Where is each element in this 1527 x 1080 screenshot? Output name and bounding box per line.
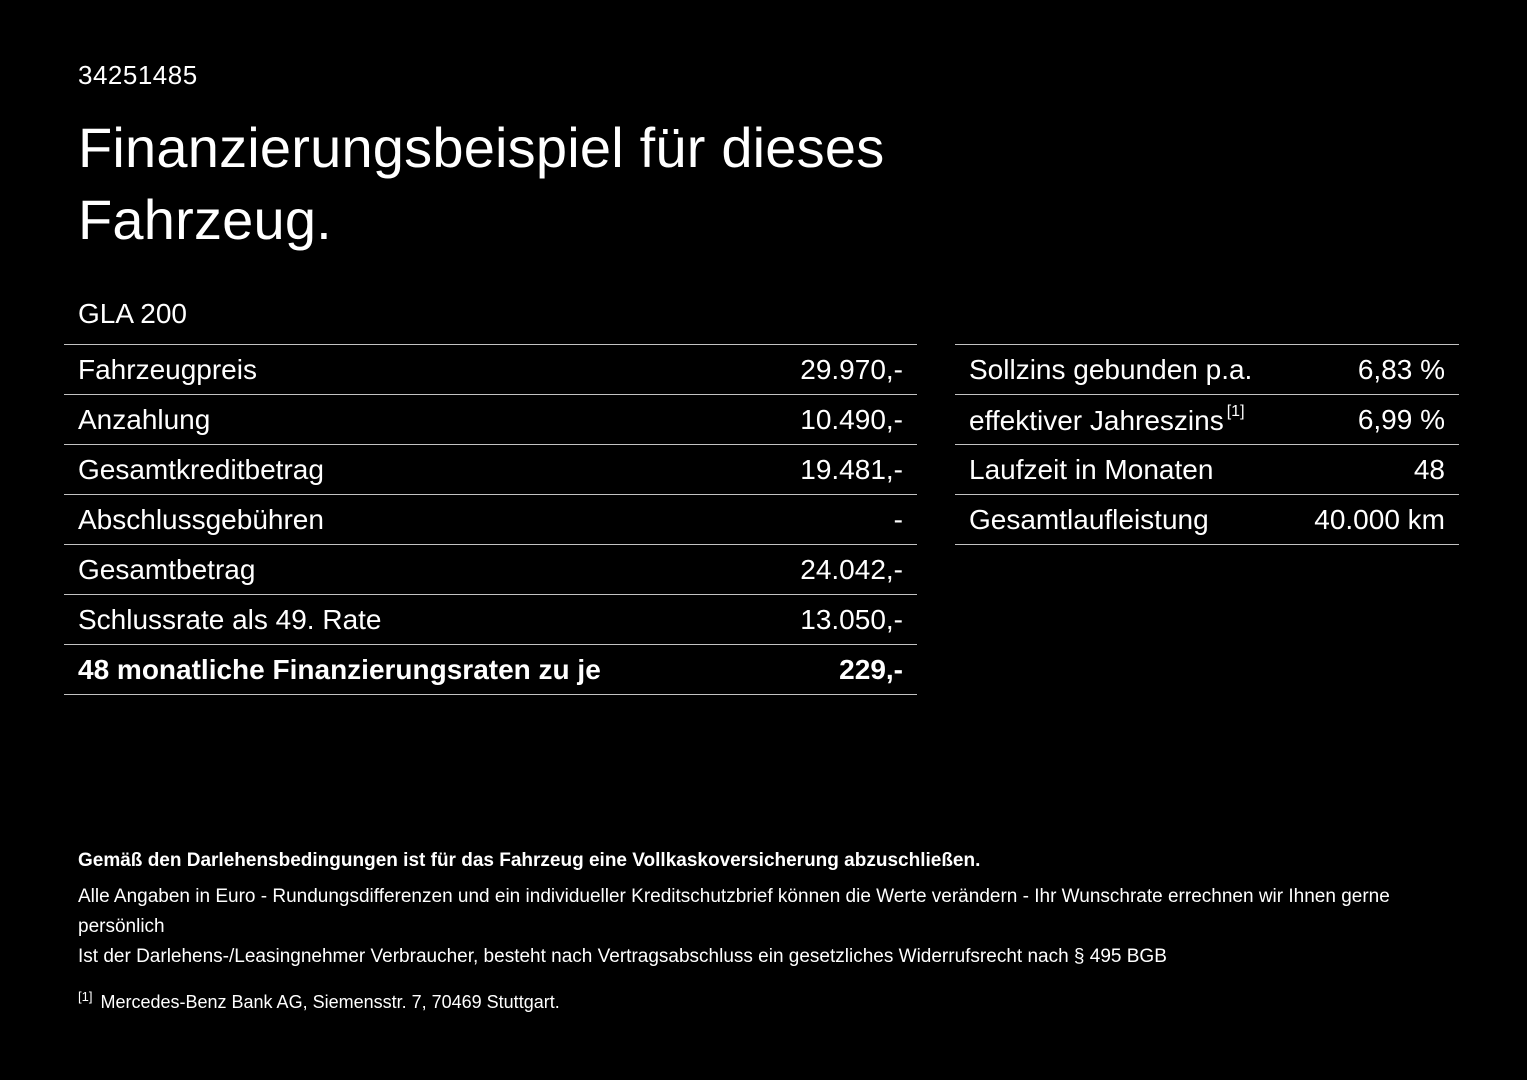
- tables-wrap: Fahrzeugpreis 29.970,- Anzahlung 10.490,…: [64, 344, 1459, 695]
- table-row-schlussrate: Schlussrate als 49. Rate 13.050,-: [64, 595, 917, 645]
- footnote-marker: [1]: [78, 989, 93, 1004]
- table-row-gesamtkreditbetrag: Gesamtkreditbetrag 19.481,-: [64, 445, 917, 495]
- row-label: Anzahlung: [78, 403, 211, 435]
- row-value: 24.042,-: [800, 553, 903, 585]
- row-value: -: [893, 503, 903, 535]
- row-label: Fahrzeugpreis: [78, 353, 257, 385]
- note-line-1: Alle Angaben in Euro - Rundungsdifferenz…: [78, 886, 1390, 937]
- row-value: 229,-: [839, 653, 903, 685]
- footnote-text: Mercedes-Benz Bank AG, Siemensstr. 7, 70…: [100, 992, 560, 1012]
- page-title: Finanzierungsbeispiel für dieses Fahrzeu…: [78, 112, 884, 255]
- table-row-gesamtbetrag: Gesamtbetrag 24.042,-: [64, 545, 917, 595]
- table-row-abschlussgebuehren: Abschlussgebühren -: [64, 495, 917, 545]
- row-label: Gesamtlaufleistung: [969, 503, 1209, 535]
- row-label: Gesamtbetrag: [78, 553, 256, 585]
- row-value: 48: [1413, 453, 1445, 485]
- table-row-effektiver-jahreszins: effektiver Jahreszins [1] 6,99 %: [955, 395, 1459, 445]
- finance-table: Fahrzeugpreis 29.970,- Anzahlung 10.490,…: [64, 344, 917, 695]
- row-label: effektiver Jahreszins [1]: [969, 403, 1245, 437]
- row-label-text: effektiver Jahreszins: [969, 404, 1224, 436]
- row-value: 19.481,-: [800, 453, 903, 485]
- page-title-line1: Finanzierungsbeispiel für dieses: [78, 116, 885, 179]
- row-value: 6,99 %: [1357, 403, 1445, 435]
- vehicle-model: GLA 200: [78, 298, 187, 329]
- insurance-note: Gemäß den Darlehensbedingungen ist für d…: [78, 850, 981, 871]
- row-label: Gesamtkreditbetrag: [78, 453, 324, 485]
- row-label: Sollzins gebunden p.a.: [969, 353, 1253, 385]
- row-value: 6,83 %: [1357, 353, 1445, 385]
- table-row-fahrzeugpreis: Fahrzeugpreis 29.970,-: [64, 345, 917, 395]
- conditions-table: Sollzins gebunden p.a. 6,83 % effektiver…: [955, 344, 1459, 545]
- table-row-gesamtlaufleistung: Gesamtlaufleistung 40.000 km: [955, 495, 1459, 545]
- row-value: 40.000 km: [1314, 503, 1445, 535]
- page-title-line2: Fahrzeug.: [78, 187, 332, 251]
- row-value: 29.970,-: [800, 353, 903, 385]
- row-label: Schlussrate als 49. Rate: [78, 603, 382, 635]
- row-value: 13.050,-: [800, 603, 903, 635]
- row-label: 48 monatliche Finanzierungsraten zu je: [78, 653, 601, 685]
- note-line-2: Ist der Darlehens-/Leasingnehmer Verbrau…: [78, 946, 1167, 967]
- table-row-laufzeit: Laufzeit in Monaten 48: [955, 445, 1459, 495]
- footnote-ref: [1]: [1226, 402, 1245, 420]
- table-row-sollzins: Sollzins gebunden p.a. 6,83 %: [955, 345, 1459, 395]
- row-value: 10.490,-: [800, 403, 903, 435]
- table-row-anzahlung: Anzahlung 10.490,-: [64, 395, 917, 445]
- doc-id: 34251485: [78, 60, 198, 90]
- footnote: [1] Mercedes-Benz Bank AG, Siemensstr. 7,…: [78, 982, 1458, 1017]
- table-row-monatsrate: 48 monatliche Finanzierungsraten zu je 2…: [64, 645, 917, 695]
- row-label: Laufzeit in Monaten: [969, 453, 1214, 485]
- row-label: Abschlussgebühren: [78, 503, 324, 535]
- footer: Gemäß den Darlehensbedingungen ist für d…: [78, 846, 1458, 1017]
